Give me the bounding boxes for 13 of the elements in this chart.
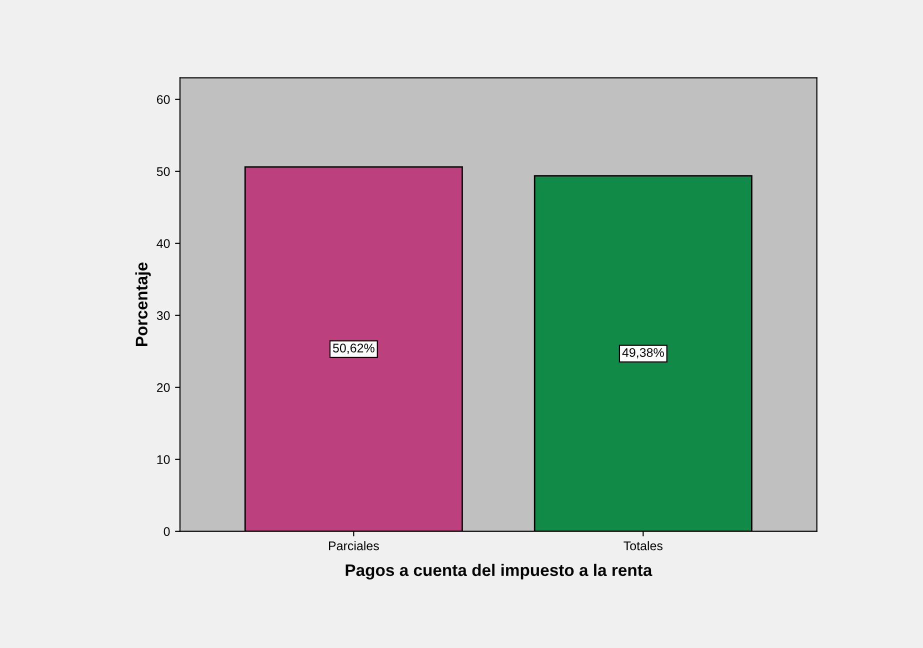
y-tick-label: 20: [156, 383, 170, 392]
data-label: 50,62%: [332, 344, 374, 354]
y-tick-label: 10: [157, 455, 170, 464]
y-tick-label: 30: [156, 311, 170, 320]
y-tick-label: 0: [164, 527, 170, 536]
y-tick-label: 60: [156, 95, 170, 104]
y-tick-label: 50: [156, 167, 170, 176]
y-tick-label: 40: [156, 239, 170, 248]
x-tick-label: Parciales: [329, 541, 379, 550]
data-label: 49,38%: [622, 348, 664, 358]
y-axis-title: Porcentaje: [135, 262, 151, 346]
x-axis-title: Pagos a cuenta del impuesto a la renta: [346, 564, 652, 580]
x-tick-label: Totales: [624, 541, 663, 550]
